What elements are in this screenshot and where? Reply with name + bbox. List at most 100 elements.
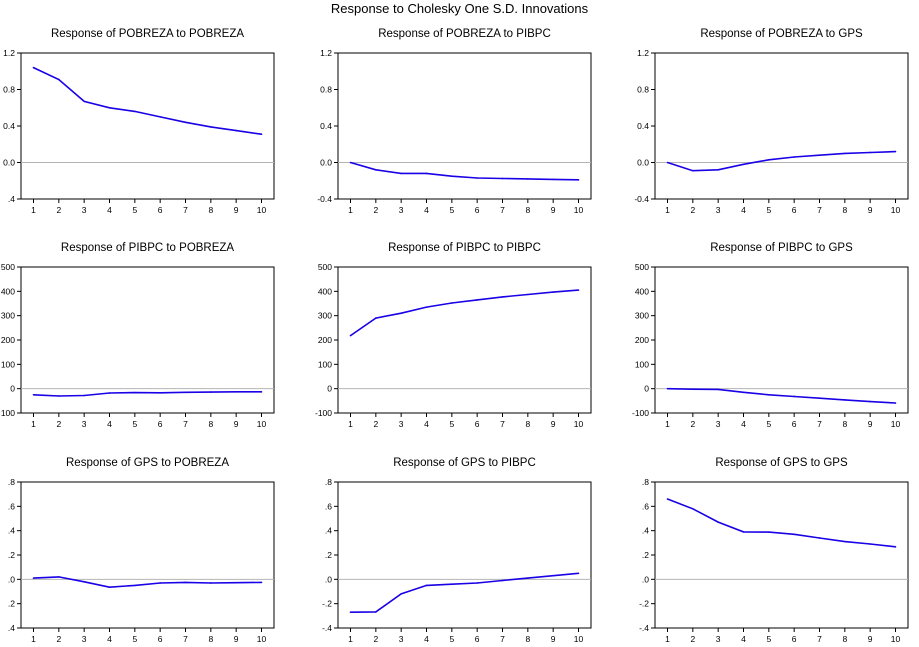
chart-title: Response of GPS to PIBPC [393,457,536,469]
data-point [58,78,60,81]
data-point [768,531,770,533]
x-tick-label: 9 [551,205,556,215]
x-tick-label: 10 [574,419,584,429]
y-tick-label: .6 [325,501,332,511]
chart-title: Response of PIBPC to GPS [710,242,853,254]
x-tick-label: 3 [716,634,721,644]
data-point [349,611,352,613]
data-point [159,116,161,118]
x-tick-label: 7 [500,205,505,215]
data-point [818,154,821,156]
data-point [793,156,795,158]
data-point [577,572,580,575]
y-tick-label: 0.0 [3,158,15,168]
data-point [742,531,745,533]
x-tick-label: 1 [665,419,670,429]
x-tick-label: 5 [766,419,771,429]
data-point [768,158,770,161]
chart-panel-1: Response of POBREZA to POBREZA .4 0.0 0.4 0.… [3,28,275,215]
data-point [717,521,719,523]
x-tick-label: 1 [31,634,36,644]
data-point [451,175,453,177]
x-tick-label: 2 [373,205,378,215]
x-tick-label: 4 [424,205,429,215]
x-tick-label: 3 [399,634,404,644]
y-tick-label: 0.4 [637,121,649,131]
x-tick-label: 10 [891,205,901,215]
data-point [501,296,504,298]
plot-frame [337,481,592,629]
data-point [451,583,453,585]
chart-panel-3: Response of POBREZA to GPS -0.4 0.0 0.4 0.8 1… [634,28,909,215]
x-tick-label: 10 [891,634,901,644]
data-point [527,293,529,296]
data-point [666,387,669,390]
x-tick-label: 3 [82,634,87,644]
plot-frame [654,266,909,414]
x-tick-label: 5 [132,419,137,429]
x-tick-label: 9 [868,419,873,429]
x-tick-label: 6 [475,205,480,215]
data-point [577,179,580,181]
data-point [793,533,795,536]
response-line [667,387,896,404]
x-tick-label: 4 [107,205,112,215]
chart-title: Response of PIBPC to POBREZA [61,242,235,254]
data-point [375,611,377,613]
x-tick-label: 1 [348,205,353,215]
x-tick-label: 1 [31,205,36,215]
data-point [768,393,770,396]
x-tick-label: 10 [574,205,584,215]
x-tick-label: 8 [525,205,530,215]
data-point [184,391,187,394]
x-tick-label: 10 [257,419,267,429]
x-tick-label: 7 [183,205,188,215]
y-tick-label: .0 [642,574,649,584]
x-tick-label: 6 [792,205,797,215]
x-tick-label: 2 [56,205,61,215]
y-tick-label: -.4 [639,623,649,633]
y-tick-label: .4 [8,623,15,633]
response-line [33,576,262,589]
y-tick-label: 400 [1,286,15,296]
x-tick-label: 3 [82,419,87,429]
x-tick-label: 8 [842,205,847,215]
x-tick-label: 6 [475,419,480,429]
y-tick-label: 400 [318,286,332,296]
data-point [476,299,478,301]
data-point [451,302,453,304]
y-tick-label: 0 [10,384,15,394]
y-tick-label: .4 [642,526,649,536]
y-tick-label: -.2 [639,599,649,609]
y-tick-label: 300 [635,311,649,321]
y-tick-label: .2 [325,550,332,560]
data-point [349,334,352,337]
y-tick-label: 0.8 [3,85,15,95]
chart-panel-7: Response of GPS to POBREZA .4 .2 .0 .2 .4 .6 .8… [8,457,275,644]
data-point [83,100,85,103]
data-point [476,177,478,179]
y-tick-label: 100 [635,359,649,369]
x-tick-label: 8 [842,419,847,429]
data-point [235,581,237,584]
x-tick-label: 3 [399,419,404,429]
y-tick-label: 200 [635,335,649,345]
response-line [33,391,262,397]
y-tick-label: .8 [642,477,649,487]
data-point [501,579,504,582]
x-tick-label: 9 [234,205,239,215]
y-tick-label: 300 [318,311,332,321]
data-point [349,161,352,164]
data-point [844,399,846,401]
data-point [552,574,554,577]
x-tick-label: 9 [868,634,873,644]
x-tick-label: 3 [399,205,404,215]
data-point [134,110,136,113]
response-line [350,161,579,181]
x-tick-label: 10 [257,205,267,215]
y-tick-label: -100 [315,408,332,418]
y-tick-label: .8 [325,477,332,487]
chart-panel-5: Response of PIBPC to PIBPC -100 0 100 200 300… [315,242,592,429]
plot-frame [654,481,909,629]
data-point [108,586,111,589]
